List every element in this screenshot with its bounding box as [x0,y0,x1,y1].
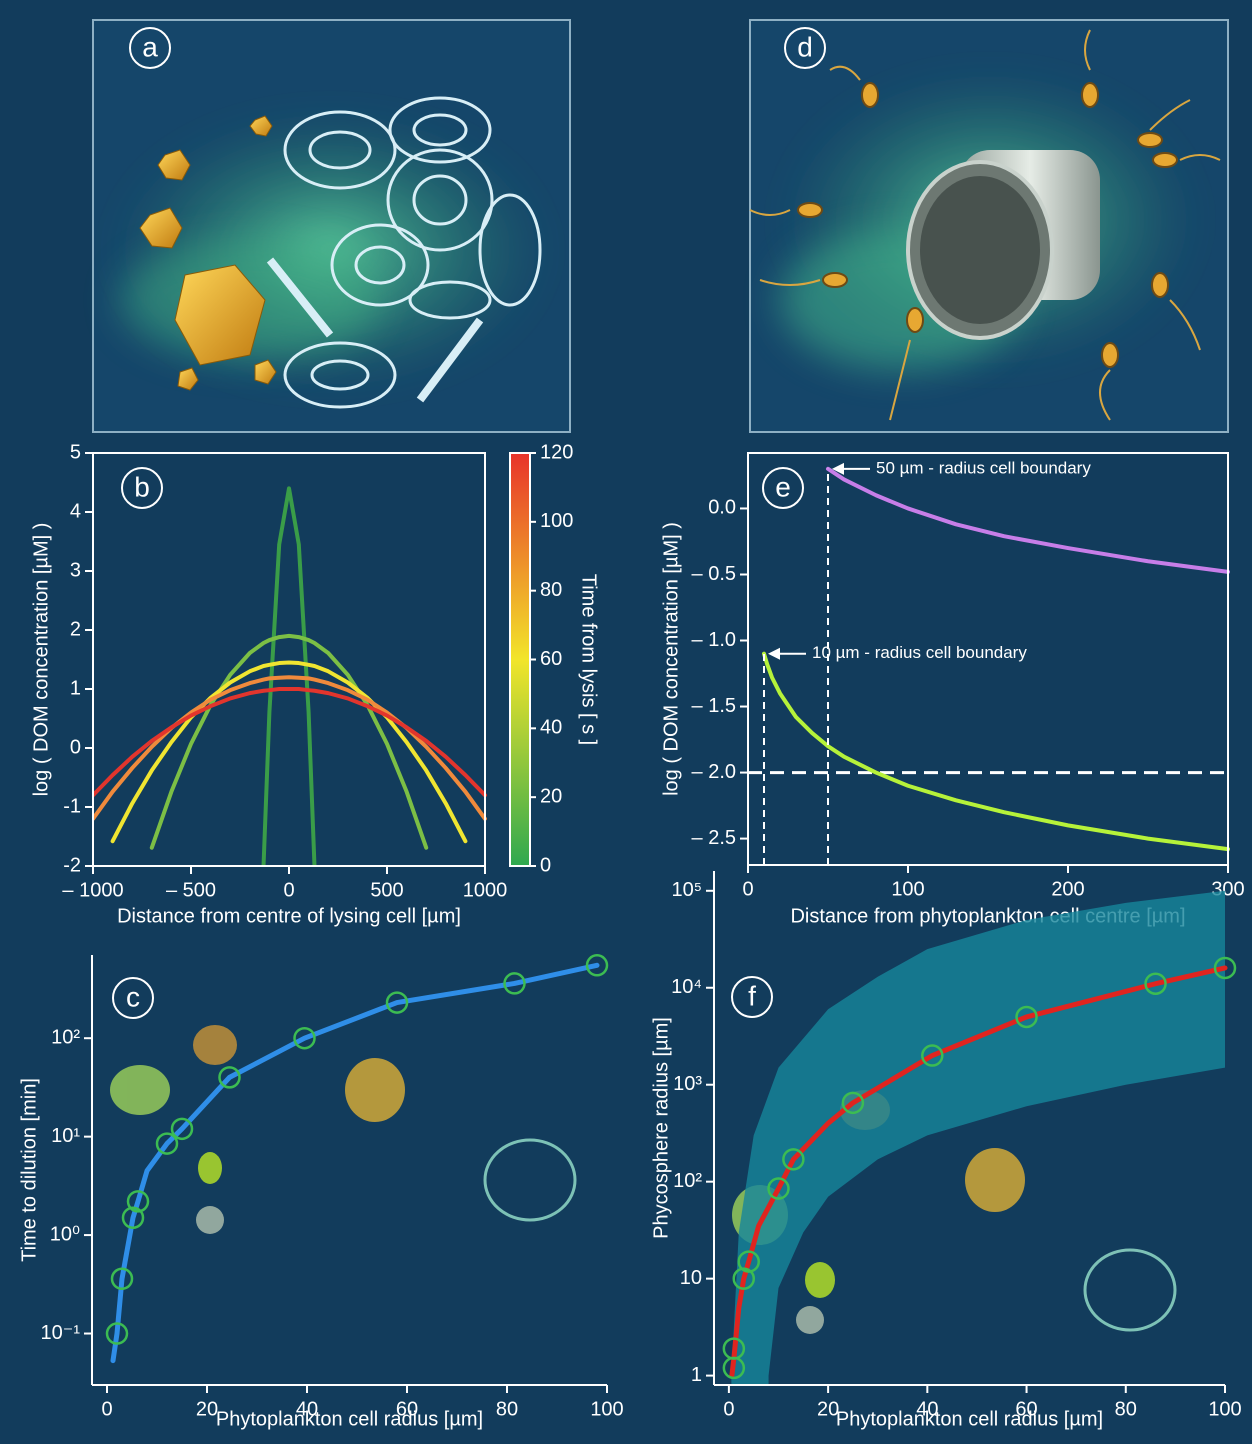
y-tick-label: 10⁴ [671,976,702,998]
y-tick-label: -1 [63,795,81,817]
y-tick-label: 10³ [673,1073,702,1095]
x-tick-label: 0 [101,1398,112,1420]
colorbar-tick-label: 20 [540,785,562,807]
annotation: 50 µm - radius cell boundary [876,458,1091,477]
y-tick-label: 10⁻¹ [41,1322,81,1344]
y-tick-label: 1 [691,1364,702,1386]
y-tick-label: 10¹ [51,1125,80,1147]
x-tick-label: 0 [742,878,753,900]
x-tick-label: – 500 [166,879,216,901]
panel-label: d [797,31,813,62]
x-axis-label: Distance from centre of lysing cell [µm] [117,905,461,927]
colorbar [510,453,530,866]
x-tick-label: 500 [370,879,403,901]
y-tick-label: 1 [70,677,81,699]
y-axis-label: log ( DOM concentration [µM] ) [30,523,52,797]
colorbar-label: Time from lysis [ s ] [578,574,600,745]
colorbar-tick-label: 120 [540,441,573,463]
y-tick-label: 10 [680,1267,702,1289]
y-axis-label: Time to dilution [min] [18,1078,40,1262]
y-tick-label: – 1.5 [692,695,736,717]
y-tick-label: -2 [63,854,81,876]
annotation: 10 µm - radius cell boundary [812,643,1027,662]
panel-label: b [134,471,150,502]
figure: a d – 1000– [0,0,1252,1444]
y-tick-label: 0.0 [708,497,736,519]
illustration-a: a [93,20,570,432]
y-axis-label: log ( DOM concentration [µM] ) [660,522,682,796]
y-tick-label: 10⁵ [671,879,702,901]
colorbar-tick-label: 40 [540,717,562,739]
x-tick-label: 100 [1208,1398,1241,1420]
x-tick-label: 100 [590,1398,623,1420]
y-tick-label: – 0.5 [692,563,736,585]
y-tick-label: 4 [70,500,81,522]
illustration-d: d [750,20,1228,432]
y-tick-label: 10² [673,1170,702,1192]
x-tick-label: 100 [891,878,924,900]
y-tick-label: 0 [70,736,81,758]
page: a d – 1000– [0,0,1252,1444]
colorbar-tick-label: 100 [540,510,573,532]
x-tick-label: – 1000 [62,879,123,901]
x-axis-label: Phytoplankton cell radius [µm] [836,1408,1103,1430]
y-tick-label: 10² [51,1026,80,1048]
x-tick-label: 20 [196,1398,218,1420]
y-tick-label: – 2.0 [692,761,736,783]
y-tick-label: 2 [70,618,81,640]
panel-label: e [775,471,791,502]
y-tick-label: – 2.5 [692,827,736,849]
x-tick-label: 0 [723,1398,734,1420]
x-tick-label: 80 [496,1398,518,1420]
x-tick-label: 1000 [463,879,508,901]
x-tick-label: 80 [1115,1398,1137,1420]
x-axis-label: Phytoplankton cell radius [µm] [216,1408,483,1430]
panel-label: f [748,980,756,1011]
y-tick-label: – 1.0 [692,629,736,651]
colorbar-tick-label: 80 [540,579,562,601]
y-tick-label: 3 [70,559,81,581]
y-tick-label: 5 [70,441,81,463]
colorbar-tick-label: 60 [540,648,562,670]
panel-label: c [126,981,140,1012]
y-axis-label: Phycosphere radius [µm] [650,1017,672,1239]
colorbar-tick-label: 0 [540,854,551,876]
y-tick-label: 10⁰ [50,1223,80,1245]
x-tick-label: 200 [1051,878,1084,900]
x-tick-label: 0 [283,879,294,901]
panel-label: a [142,31,158,62]
